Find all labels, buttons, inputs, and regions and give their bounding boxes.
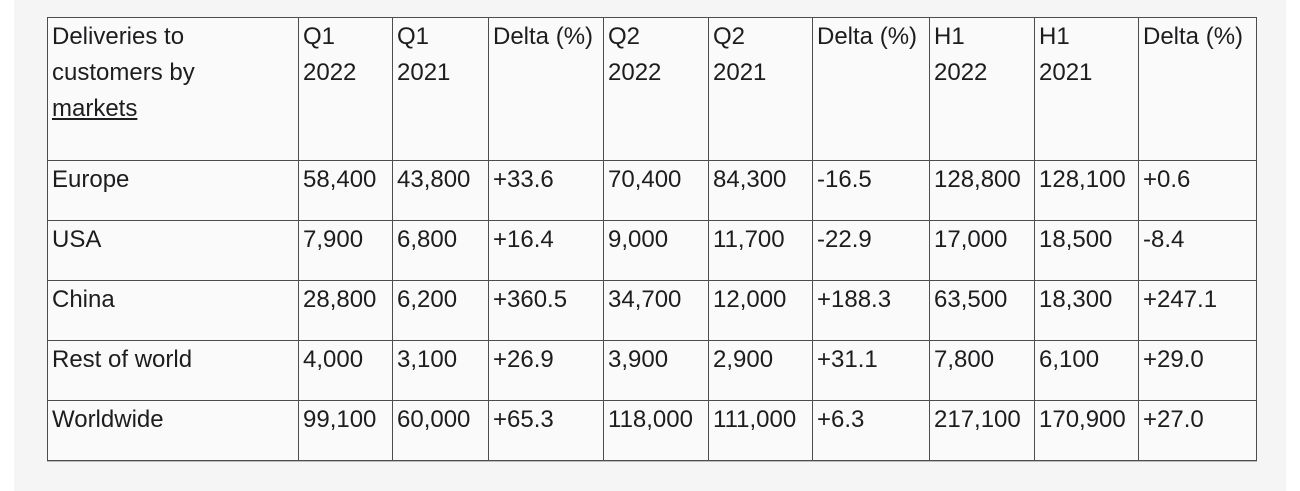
value-cell: 18,300 — [1034, 280, 1139, 341]
value-cell: 3,100 — [392, 340, 489, 401]
value-cell: 6,100 — [1034, 340, 1139, 401]
value-cell: 70,400 — [603, 160, 709, 221]
market-cell: Worldwide — [47, 400, 299, 461]
header-sublabel: 2022 — [934, 59, 988, 86]
header-label: Q2 — [713, 23, 746, 50]
value-cell: 11,700 — [708, 220, 813, 281]
header-label: H1 — [1039, 23, 1070, 50]
header-cell-markets: Deliveries to customers by markets — [47, 17, 299, 161]
deliveries-table: Deliveries to customers by markets Q1 2022 Q1… — [47, 17, 1257, 461]
header-label: Q2 — [608, 23, 641, 50]
value-cell: +0.6 — [1138, 160, 1257, 221]
table-row-europe: Europe 58,400 43,800 +33.6 70,400 84,300 -16.5… — [47, 160, 1257, 221]
header-label: H1 — [934, 23, 965, 50]
markets-link[interactable]: markets — [52, 95, 138, 122]
header-cell-q1-2021: Q1 2021 — [392, 17, 489, 161]
value-cell: +31.1 — [812, 340, 930, 401]
value-cell: 6,200 — [392, 280, 489, 341]
header-label: Q1 — [303, 23, 336, 50]
value-cell: 170,900 — [1034, 400, 1139, 461]
value-cell: 118,000 — [603, 400, 709, 461]
header-cell-delta: Delta (%) — [1138, 17, 1257, 161]
table-row-worldwide: Worldwide 99,100 60,000 +65.3 118,000 111,000… — [47, 400, 1257, 461]
header-label: Q1 — [397, 23, 430, 50]
header-cell-q2-2022: Q2 2022 — [603, 17, 709, 161]
table-row-china: China 28,800 6,200 +360.5 34,700 12,000 +188.3… — [47, 280, 1257, 341]
value-cell: 58,400 — [298, 160, 393, 221]
value-cell: 6,800 — [392, 220, 489, 281]
value-cell: +33.6 — [488, 160, 604, 221]
value-cell: 4,000 — [298, 340, 393, 401]
header-cell-delta: Delta (%) — [812, 17, 930, 161]
header-sublabel: 2021 — [713, 59, 767, 86]
header-cell-delta: Delta (%) — [488, 17, 604, 161]
header-cell-q2-2021: Q2 2021 — [708, 17, 813, 161]
value-cell: +27.0 — [1138, 400, 1257, 461]
value-cell: 2,900 — [708, 340, 813, 401]
table-body: Europe 58,400 43,800 +33.6 70,400 84,300 -16.5… — [47, 160, 1257, 461]
value-cell: 217,100 — [929, 400, 1035, 461]
header-markets-line: Deliveries to — [52, 23, 185, 50]
value-cell: 63,500 — [929, 280, 1035, 341]
header-row: Deliveries to customers by markets Q1 2022 Q1… — [47, 17, 1257, 161]
value-cell: +6.3 — [812, 400, 930, 461]
value-cell: +29.0 — [1138, 340, 1257, 401]
value-cell: 18,500 — [1034, 220, 1139, 281]
value-cell: 3,900 — [603, 340, 709, 401]
header-sublabel: 2022 — [303, 59, 357, 86]
value-cell: +16.4 — [488, 220, 604, 281]
header-cell-q1-2022: Q1 2022 — [298, 17, 393, 161]
header-label: Delta (%) — [493, 23, 594, 50]
market-cell: Europe — [47, 160, 299, 221]
value-cell: 17,000 — [929, 220, 1035, 281]
value-cell: 12,000 — [708, 280, 813, 341]
value-cell: -16.5 — [812, 160, 930, 221]
table-row-usa: USA 7,900 6,800 +16.4 9,000 11,700 -22.9 17,000… — [47, 220, 1257, 281]
value-cell: 84,300 — [708, 160, 813, 221]
market-cell: USA — [47, 220, 299, 281]
header-sublabel: 2021 — [1039, 59, 1093, 86]
header-cell-h1-2022: H1 2022 — [929, 17, 1035, 161]
header-cell-h1-2021: H1 2021 — [1034, 17, 1139, 161]
value-cell: 111,000 — [708, 400, 813, 461]
header-markets-line: customers by — [52, 59, 195, 86]
value-cell: -8.4 — [1138, 220, 1257, 281]
header-sublabel: 2021 — [397, 59, 451, 86]
value-cell: 43,800 — [392, 160, 489, 221]
header-label: Delta (%) — [1143, 23, 1244, 50]
header-label: Delta (%) — [817, 23, 918, 50]
table-row-rest-of-world: Rest of world 4,000 3,100 +26.9 3,900 2,900 +3… — [47, 340, 1257, 401]
value-cell: 7,900 — [298, 220, 393, 281]
value-cell: 128,800 — [929, 160, 1035, 221]
value-cell: -22.9 — [812, 220, 930, 281]
value-cell: +188.3 — [812, 280, 930, 341]
market-cell: China — [47, 280, 299, 341]
value-cell: 99,100 — [298, 400, 393, 461]
value-cell: 128,100 — [1034, 160, 1139, 221]
value-cell: +360.5 — [488, 280, 604, 341]
value-cell: 9,000 — [603, 220, 709, 281]
content-area: Deliveries to customers by markets Q1 2022 Q1… — [14, 0, 1286, 491]
value-cell: +247.1 — [1138, 280, 1257, 341]
value-cell: 60,000 — [392, 400, 489, 461]
value-cell: 34,700 — [603, 280, 709, 341]
header-sublabel: 2022 — [608, 59, 662, 86]
value-cell: +65.3 — [488, 400, 604, 461]
value-cell: +26.9 — [488, 340, 604, 401]
value-cell: 7,800 — [929, 340, 1035, 401]
market-cell: Rest of world — [47, 340, 299, 401]
value-cell: 28,800 — [298, 280, 393, 341]
